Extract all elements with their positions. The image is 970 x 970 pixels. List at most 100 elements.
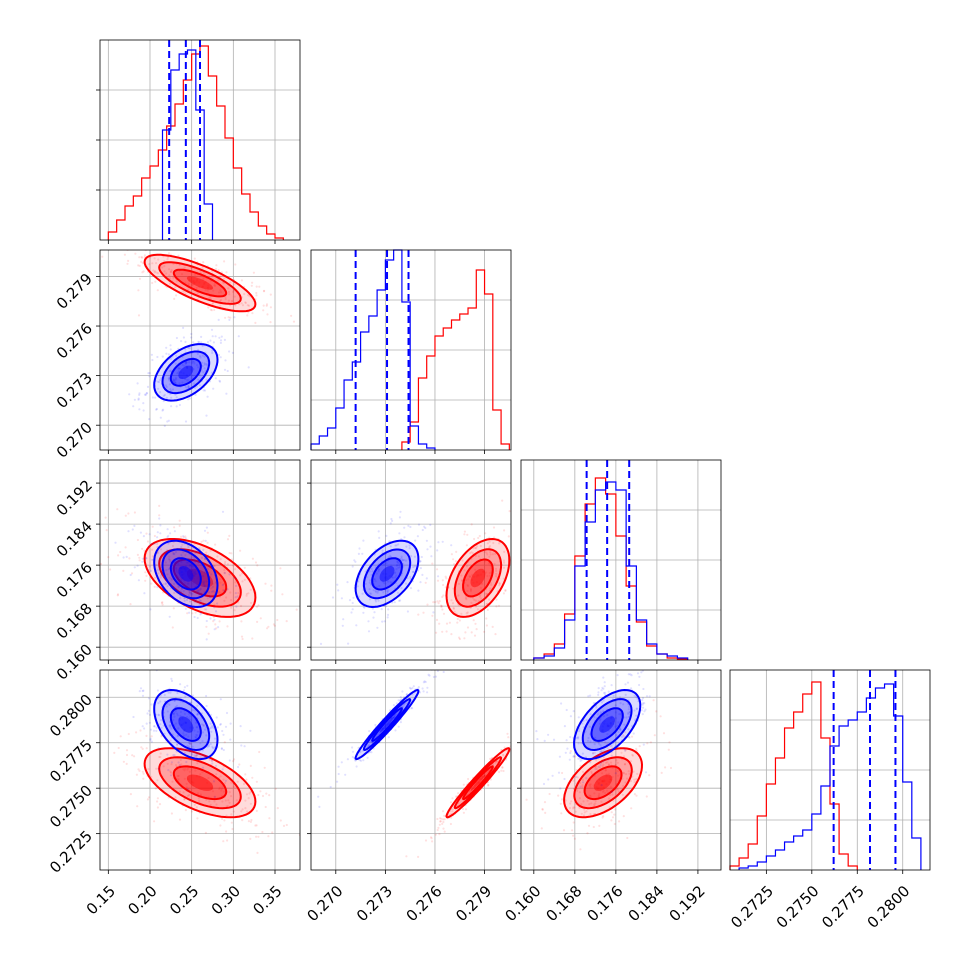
blue-scatter-point — [156, 689, 159, 692]
red-scatter-point — [186, 768, 189, 771]
gridlines — [521, 670, 721, 870]
red-scatter-point — [247, 820, 250, 823]
red-scatter-point — [156, 289, 159, 292]
blue-scatter-point — [618, 696, 622, 699]
red-scatter-point — [438, 823, 441, 826]
blue-scatter-point — [628, 736, 631, 739]
blue-scatter-point — [351, 746, 354, 749]
blue-scatter-point — [132, 715, 135, 719]
panel-frame — [99, 669, 301, 871]
blue-scatter-point — [176, 691, 179, 695]
red-scatter-point — [668, 741, 671, 744]
red-scatter-point — [138, 277, 142, 280]
red-scatter-point — [185, 782, 188, 785]
blue-scatter-point — [209, 726, 213, 729]
blue-scatter-point — [132, 405, 135, 408]
blue-scatter-point — [177, 727, 180, 730]
red-scatter-point — [144, 571, 147, 574]
red-scatter-point — [219, 289, 222, 292]
blue-scatter-point — [641, 670, 644, 672]
red-scatter-point — [263, 289, 266, 292]
red-scatter-point — [265, 304, 268, 307]
blue-scatter-point — [199, 356, 202, 359]
red-scatter-point — [184, 767, 187, 770]
red-contour — [158, 261, 242, 305]
blue-scatter-point — [211, 725, 214, 728]
red-scatter-point — [441, 630, 444, 633]
red-scatter-point — [635, 778, 638, 781]
blue-scatter-point — [190, 540, 193, 543]
red-scatter-point — [479, 586, 482, 590]
blue-scatter-point — [197, 590, 200, 593]
blue-scatter-point — [396, 560, 399, 563]
red-scatter-point — [470, 523, 473, 526]
blue-scatter-point — [572, 755, 575, 758]
red-scatter-point — [219, 299, 222, 302]
blue-scatter-point — [219, 698, 222, 701]
blue-scatter-point — [161, 539, 164, 542]
red-scatter-point — [183, 798, 186, 801]
blue-scatter-point — [378, 584, 381, 588]
red-scatter-point — [222, 778, 225, 781]
red-scatter-point — [450, 553, 453, 556]
blue-scatter-point — [169, 691, 172, 694]
red-scatter-point — [239, 549, 242, 552]
blue-scatter-point — [184, 362, 187, 365]
red-scatter-point — [168, 576, 171, 579]
blue-scatter-point — [197, 348, 200, 351]
blue-scatter-point — [202, 581, 205, 584]
blue-scatter-point — [183, 365, 186, 368]
blue-scatter-point — [210, 590, 213, 593]
red-scatter-point — [135, 773, 138, 776]
red-scatter-point — [134, 252, 137, 255]
red-scatter-point — [152, 269, 155, 272]
red-scatter-point — [560, 798, 564, 801]
blue-scatter-point — [192, 571, 195, 574]
blue-scatter-point — [592, 752, 595, 755]
blue-scatter-point — [218, 336, 221, 339]
blue-scatter-point — [403, 526, 406, 529]
red-scatter-point — [153, 576, 157, 580]
blue-scatter-point — [194, 393, 197, 396]
red-scatter-point — [184, 553, 187, 557]
blue-scatter-point — [160, 726, 163, 729]
red-scatter-point — [468, 575, 471, 578]
red-scatter-point — [442, 818, 445, 821]
red-scatter-point — [438, 833, 441, 836]
red-scatter-point — [172, 275, 175, 278]
blue-scatter-point — [198, 341, 201, 344]
red-scatter-point — [147, 796, 151, 799]
red-scatter-point — [231, 299, 234, 302]
blue-contour — [169, 357, 202, 387]
marginal-panel-1 — [310, 249, 512, 454]
blue-scatter-point — [185, 733, 188, 736]
red-scatter-point — [655, 710, 658, 713]
blue-scatter-point — [437, 575, 440, 578]
gridlines — [100, 460, 300, 660]
blue-scatter-point — [167, 542, 170, 545]
red-scatter-point — [279, 567, 282, 570]
red-scatter-point — [578, 806, 581, 809]
red-scatter-point — [127, 732, 130, 736]
red-scatter-point — [451, 602, 455, 605]
blue-contour — [371, 707, 403, 742]
red-scatter-point — [598, 792, 601, 796]
red-scatter-point — [155, 563, 158, 567]
blue-scatter-point — [196, 366, 200, 369]
red-scatter-point — [466, 584, 470, 588]
red-scatter-point — [188, 591, 191, 594]
red-scatter-point — [269, 321, 272, 324]
blue-scatter-point — [216, 726, 219, 729]
red-scatter-point — [193, 257, 196, 260]
blue-scatter-point — [387, 608, 390, 611]
blue-scatter-point — [190, 701, 193, 704]
blue-scatter-point — [194, 560, 197, 564]
blue-scatter-point — [186, 744, 189, 747]
red-scatter-point — [136, 538, 139, 542]
red-scatter-point — [572, 779, 575, 782]
red-scatter-point — [203, 608, 206, 611]
red-scatter-point — [230, 781, 233, 784]
red-scatter-point — [156, 552, 159, 555]
red-scatter-point — [485, 571, 488, 574]
